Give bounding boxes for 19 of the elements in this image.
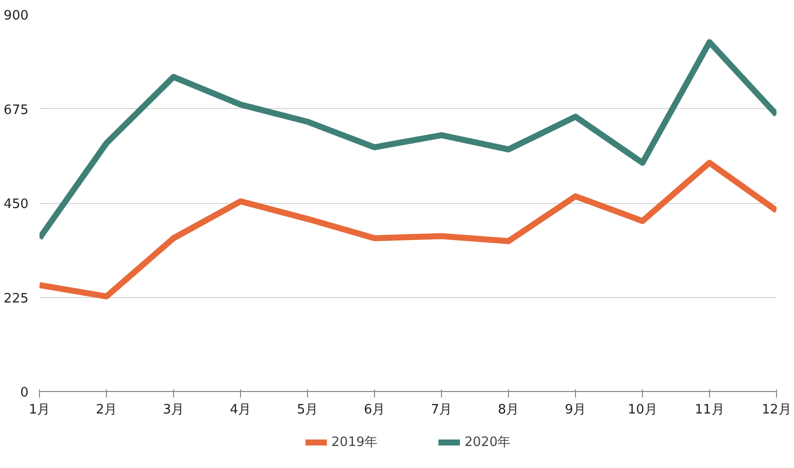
x-tick-label: 10月 — [628, 402, 658, 418]
x-tick-label: 4月 — [230, 402, 252, 418]
legend-label: 2019年 — [331, 434, 378, 451]
x-tick-label: 9月 — [564, 402, 586, 418]
legend-label: 2020年 — [464, 434, 511, 451]
y-tick-label: 0 — [20, 386, 29, 400]
x-tick-label: 11月 — [694, 402, 724, 418]
y-tick-label: 450 — [4, 197, 29, 212]
y-tick-label: 900 — [4, 8, 29, 24]
x-tick-label: 7月 — [430, 402, 452, 418]
x-tick-label: 5月 — [296, 402, 318, 418]
x-tick-label: 2月 — [96, 402, 118, 418]
x-tick-label: 12月 — [762, 402, 792, 418]
x-tick-label: 3月 — [162, 402, 184, 418]
y-tick-label: 675 — [4, 102, 29, 118]
x-tick-label: 1月 — [28, 402, 50, 418]
x-tick-label: 6月 — [364, 402, 386, 418]
x-tick-label: 8月 — [498, 402, 520, 418]
y-tick-label: 225 — [4, 291, 29, 306]
